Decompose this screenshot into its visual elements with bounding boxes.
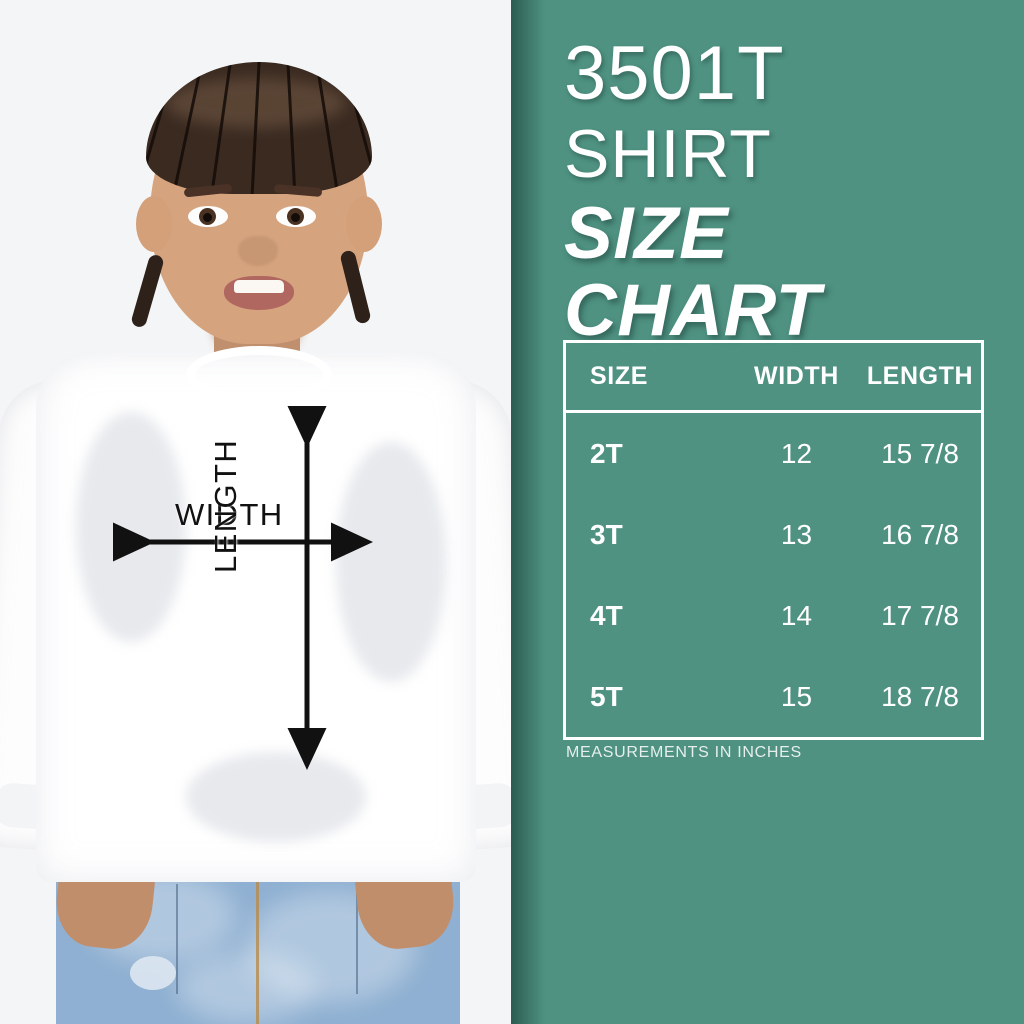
cell-width: 14 <box>780 599 813 631</box>
table-header-row: SIZE WIDTH LENGTH <box>566 343 981 413</box>
panel-edge-shadow <box>511 0 545 1024</box>
cell-size: 3T <box>590 518 623 550</box>
table-row: 5T 15 18 7/8 <box>566 656 981 737</box>
table-row: 3T 13 16 7/8 <box>566 494 981 575</box>
cell-width: 12 <box>780 437 813 469</box>
child-model-illustration <box>36 62 476 1024</box>
cell-size: 4T <box>590 599 623 631</box>
column-header-size: SIZE <box>590 362 648 390</box>
cell-length: 15 7/8 <box>881 437 959 469</box>
column-header-length: LENGTH <box>866 362 974 390</box>
width-label: WIDTH <box>175 497 284 532</box>
table-body: 2T 12 15 7/8 3T 13 16 7/8 4T 14 17 7/8 5… <box>566 413 981 737</box>
product-code: 3501T <box>564 31 785 116</box>
size-table: SIZE WIDTH LENGTH 2T 12 15 7/8 3T 13 16 … <box>563 340 984 740</box>
page-title: SIZE CHART <box>564 192 821 351</box>
jeans-distress-detail <box>130 956 176 990</box>
length-label: LENGTH <box>208 438 243 573</box>
table-row: 2T 12 15 7/8 <box>566 413 981 494</box>
product-photo: WIDTH LENGTH <box>36 62 476 1024</box>
title-block: 3501T SHIRT SIZE CHART <box>564 34 1004 349</box>
info-panel: 3501T SHIRT SIZE CHART SIZE WIDTH LENGTH… <box>511 0 1024 1024</box>
cell-length: 16 7/8 <box>881 518 959 550</box>
mouth <box>224 276 294 310</box>
cell-length: 17 7/8 <box>881 599 959 631</box>
table-row: 4T 14 17 7/8 <box>566 575 981 656</box>
measurement-arrows-svg <box>112 405 373 770</box>
eye-right <box>276 206 316 227</box>
ear-right <box>346 196 382 252</box>
cell-size: 2T <box>590 437 623 469</box>
measurement-units-note: MEASUREMENTS IN INCHES <box>566 744 802 761</box>
shirt-collar <box>186 346 332 404</box>
product-name: SHIRT <box>564 115 772 192</box>
cell-width: 15 <box>780 680 813 712</box>
ear-left <box>136 196 172 252</box>
column-header-width: WIDTH <box>754 362 839 390</box>
cell-size: 5T <box>590 680 623 712</box>
nose <box>238 236 278 266</box>
cell-width: 13 <box>780 518 813 550</box>
cell-length: 18 7/8 <box>881 680 959 712</box>
shirt-body <box>36 352 476 882</box>
measurement-diagram: WIDTH LENGTH <box>112 405 373 770</box>
eye-left <box>188 206 228 227</box>
